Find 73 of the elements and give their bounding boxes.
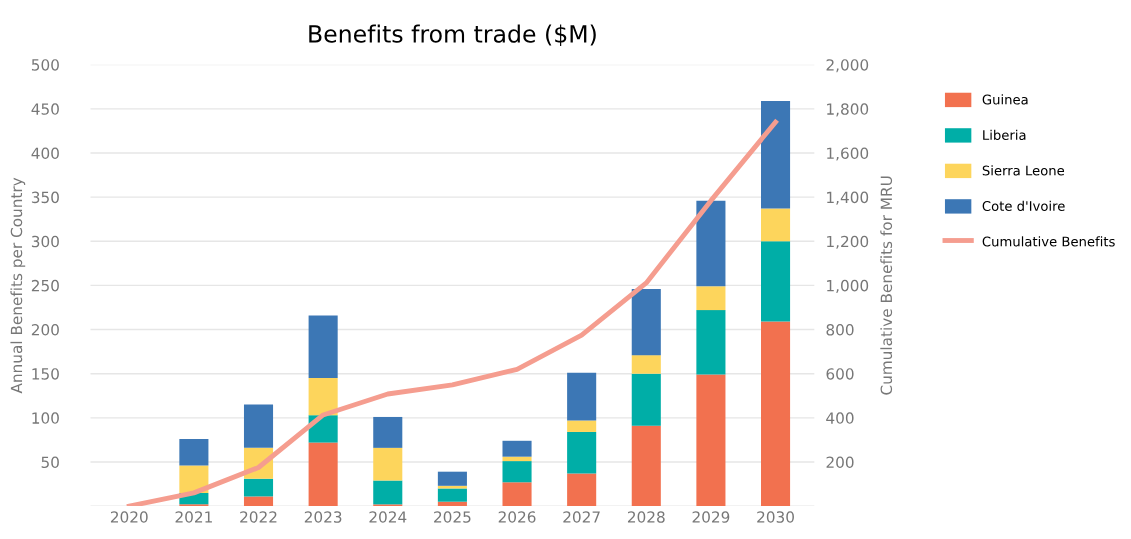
bar [567, 420, 597, 432]
bar [696, 374, 726, 507]
x-tick-label: 2026 [498, 511, 536, 523]
bar [761, 241, 791, 322]
x-tick-label: 2020 [110, 511, 148, 523]
bar [761, 321, 791, 507]
y2-tick-label: 1,800 [827, 103, 869, 117]
x-tick-label: 2021 [175, 511, 212, 523]
bar [631, 288, 661, 356]
y-tick-label: 150 [32, 368, 59, 380]
y2-tick-label: 1,000 [827, 279, 869, 293]
bar [567, 473, 597, 507]
y2-axis-title: Cumulative Benefits for MRU [880, 176, 893, 395]
y-axis-title: Annual Benefits per Country [10, 177, 26, 394]
y-tick-label: 250 [31, 279, 59, 292]
bar [502, 461, 532, 483]
bar [243, 404, 274, 448]
bar [373, 480, 403, 505]
legend-label: Sierra Leone [982, 165, 1065, 176]
y-tick-label: 450 [31, 103, 59, 115]
bar [502, 482, 532, 507]
x-tick-label: 2028 [627, 511, 665, 523]
legend-label: Guinea [982, 94, 1028, 105]
x-tick-label: 2027 [563, 511, 600, 523]
y2-tick-label: 1,400 [827, 191, 869, 205]
y2-tick-label: 400 [826, 412, 854, 424]
bar [567, 372, 597, 421]
y2-tick-label: 1,200 [827, 235, 869, 249]
bar [308, 315, 338, 379]
bar [502, 456, 532, 462]
bar [631, 425, 661, 507]
y2-tick-label: 1,600 [827, 147, 869, 161]
y2-tick-label: 600 [826, 368, 854, 380]
bar [761, 100, 791, 209]
y-tick-label: 400 [31, 147, 59, 159]
x-tick-label: 2029 [692, 511, 730, 523]
bar [437, 471, 467, 486]
y2-tick-label: 2,000 [826, 59, 869, 73]
bar [567, 431, 597, 474]
x-tick-label: 2030 [757, 511, 794, 523]
bar [308, 378, 338, 416]
bar [179, 439, 209, 466]
bar [696, 286, 726, 311]
y-tick-label: 350 [31, 191, 59, 204]
bar [696, 310, 726, 375]
bar [631, 373, 661, 426]
x-tick-label: 2024 [369, 511, 407, 523]
bar [696, 200, 726, 287]
y-tick-label: 300 [31, 235, 59, 248]
bar [437, 501, 467, 507]
y-tick-label: 200 [31, 324, 59, 336]
bar [437, 488, 467, 502]
bar [243, 478, 274, 497]
y-tick-label: 500 [31, 59, 59, 71]
y2-tick-label: 200 [826, 456, 854, 468]
chart-title: Benefits from trade ($M) [309, 24, 596, 46]
bar [631, 355, 661, 374]
line-series [126, 119, 778, 507]
legend-label: Liberia [983, 129, 1026, 141]
bar [502, 440, 532, 457]
x-tick-label: 2022 [240, 511, 277, 523]
legend-label: Cote d'Ivoire [982, 200, 1065, 211]
legend-label: Cumulative Benefits [982, 236, 1115, 247]
x-tick-label: 2025 [434, 511, 471, 523]
y2-tick-label: 800 [826, 324, 854, 336]
y-tick-label: 50 [41, 456, 59, 468]
y-tick-label: 100 [32, 412, 59, 424]
bar [761, 208, 791, 242]
bar [243, 496, 274, 507]
x-tick-label: 2023 [304, 511, 342, 523]
bar [373, 416, 403, 448]
bar [373, 447, 403, 481]
bar [308, 442, 338, 507]
